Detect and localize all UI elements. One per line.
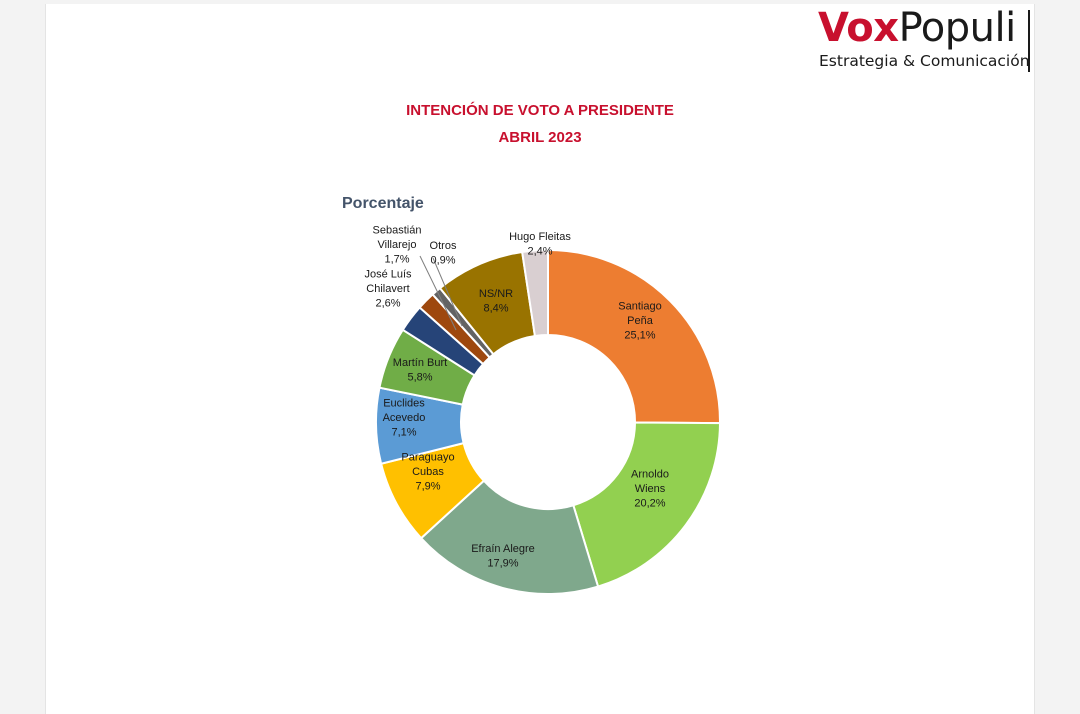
- slice-name-label: Euclides: [383, 398, 425, 410]
- slice-santiago-peña: [547, 248, 721, 425]
- slice-label: Martín Burt 5,8%: [393, 357, 447, 384]
- slice-name-label: Wiens: [635, 483, 666, 495]
- slice-value-label: 2,4%: [527, 245, 552, 257]
- leader-line: [432, 257, 463, 327]
- slice-name-label: Santiago: [618, 301, 661, 313]
- slice-label: Arnoldo Wiens 20,2%: [631, 469, 669, 510]
- slice-name-label: Chilavert: [366, 283, 409, 295]
- logo-tagline: Estrategia & Comunicación: [819, 52, 1030, 70]
- slice-label: Efraín Alegre 17,9%: [471, 543, 535, 570]
- slice-label: Hugo Fleitas 2,4%: [509, 231, 571, 258]
- slice-value-label: 1,7%: [384, 254, 409, 266]
- slice-label: Euclides Acevedo 7,1%: [383, 398, 426, 439]
- logo-wordmark: VoxPopuli: [818, 6, 1016, 50]
- slice-name-label: Martín Burt: [393, 357, 447, 369]
- slice-value-label: 8,4%: [483, 302, 508, 314]
- slice-name-label: Efraín Alegre: [471, 543, 535, 555]
- slice-value-label: 7,9%: [415, 481, 440, 493]
- logo-vox: Vox: [818, 5, 899, 51]
- slice-value-label: 20,2%: [634, 498, 665, 510]
- slice-name-label: Cubas: [412, 466, 444, 478]
- slice-arnoldo-wiens: [572, 421, 722, 588]
- slice-value-label: 2,6%: [375, 298, 400, 310]
- slice-name-label: Acevedo: [383, 412, 426, 424]
- slice-label: Paraguayo Cubas 7,9%: [401, 452, 454, 493]
- slice-name-label: NS/NR: [479, 288, 513, 300]
- slice-value-label: 7,1%: [391, 427, 416, 439]
- leader-line: [419, 255, 457, 331]
- slice-name-label: Villarejo: [378, 239, 417, 251]
- slice-value-label: 17,9%: [487, 557, 518, 569]
- voxpopuli-logo: VoxPopuli Estrategia & Comunicación: [818, 6, 1033, 76]
- slice-name-label: Hugo Fleitas: [509, 231, 571, 243]
- slice-value-label: 0,9%: [430, 254, 455, 266]
- slice-name-label: Peña: [627, 315, 654, 327]
- slice-label: Otros 0,9%: [430, 240, 457, 267]
- slice-label: NS/NR 8,4%: [479, 288, 513, 315]
- chart-title: INTENCIÓN DE VOTO A PRESIDENTE: [406, 102, 674, 119]
- slice-name-label: Arnoldo: [631, 469, 669, 481]
- logo-divider: [1028, 10, 1030, 72]
- chart-subtitle: Porcentaje: [342, 195, 424, 212]
- report-page: [45, 4, 1035, 714]
- slice-value-label: 25,1%: [624, 330, 655, 342]
- slice-name-label: Otros: [430, 240, 457, 252]
- chart-period: ABRIL 2023: [498, 129, 582, 146]
- slice-label: Santiago Peña 25,1%: [618, 301, 661, 342]
- slice-value-label: 5,8%: [407, 371, 432, 383]
- slice-label: Sebastián Villarejo 1,7%: [373, 225, 422, 266]
- slice-name-label: Paraguayo: [401, 452, 454, 464]
- slice-efraín-alegre: [419, 479, 600, 595]
- slice-hugo-fleitas: [521, 248, 549, 338]
- logo-populi: Populi: [898, 5, 1017, 51]
- slice-label: José Luís Chilavert 2,6%: [364, 269, 412, 310]
- slice-name-label: Sebastián: [373, 225, 422, 237]
- slice-name-label: José Luís: [364, 269, 412, 281]
